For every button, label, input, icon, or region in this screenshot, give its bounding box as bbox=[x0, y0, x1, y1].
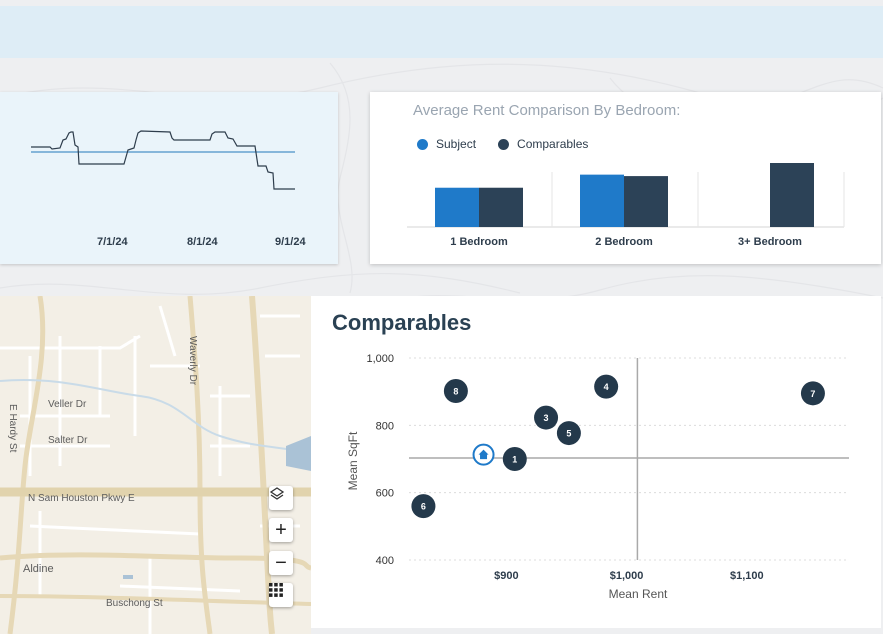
bar-subject[interactable] bbox=[580, 174, 624, 227]
bar-category-label: 3+ Bedroom bbox=[738, 236, 802, 248]
comparable-point-marker bbox=[443, 378, 468, 403]
header-banner bbox=[0, 6, 883, 58]
grid-icon bbox=[269, 583, 283, 597]
comparable-point[interactable]: 7 bbox=[800, 381, 825, 406]
map-label-street: Waverly Dr bbox=[187, 336, 198, 386]
trend-x-tick: 9/1/24 bbox=[275, 236, 306, 248]
bar-chart: 1 Bedroom 2 Bedroom 3+ Bedroom bbox=[407, 163, 845, 248]
legend-item-comparables[interactable]: Comparables bbox=[498, 137, 588, 151]
bar-comparables[interactable] bbox=[479, 187, 523, 227]
bar-comparables[interactable] bbox=[770, 163, 814, 227]
comparable-point[interactable]: 5 bbox=[556, 421, 581, 446]
x-axis-label: Mean Rent bbox=[609, 587, 668, 601]
comparable-point[interactable]: 3 bbox=[534, 405, 559, 430]
zoom-out-button[interactable]: − bbox=[269, 551, 293, 575]
bar-category-label: 1 Bedroom bbox=[450, 236, 508, 248]
bar-chart-title: Average Rent Comparison By Bedroom: bbox=[413, 102, 681, 119]
map-label-street: Veller Dr bbox=[48, 399, 87, 410]
subject-marker[interactable] bbox=[472, 443, 495, 466]
comparable-point[interactable]: 8 bbox=[443, 378, 468, 403]
bar-category-label: 2 Bedroom bbox=[595, 236, 653, 248]
comparable-point-marker bbox=[800, 381, 825, 406]
comparable-point-label: 3 bbox=[544, 413, 549, 423]
map-label-area: Aldine bbox=[23, 563, 54, 575]
comparable-point-marker bbox=[556, 421, 581, 446]
trend-x-tick: 8/1/24 bbox=[187, 236, 218, 248]
legend-label: Subject bbox=[436, 137, 477, 151]
comparable-point[interactable]: 1 bbox=[502, 447, 527, 471]
comparable-point[interactable]: 4 bbox=[594, 374, 619, 399]
trend-x-tick: 7/1/24 bbox=[97, 236, 128, 248]
y-tick-label: 800 bbox=[376, 420, 394, 432]
home-icon bbox=[478, 449, 489, 460]
layers-icon bbox=[269, 487, 285, 500]
map-label-street: Salter Dr bbox=[48, 435, 88, 446]
comparable-point-label: 8 bbox=[453, 386, 458, 396]
layers-button[interactable] bbox=[269, 486, 293, 510]
grid-button[interactable] bbox=[269, 583, 293, 607]
legend-dot bbox=[498, 138, 510, 150]
x-tick-label: $1,000 bbox=[610, 570, 644, 582]
y-tick-label: 400 bbox=[376, 555, 394, 567]
comparable-point[interactable]: 6 bbox=[411, 494, 436, 519]
legend-dot bbox=[417, 138, 428, 150]
comparable-point-label: 5 bbox=[566, 429, 571, 439]
rent-trend-card: 7/1/24 8/1/24 9/1/24 bbox=[0, 92, 338, 264]
y-tick-label: 600 bbox=[376, 488, 394, 500]
comparable-point-label: 4 bbox=[604, 382, 609, 392]
comparables-title: Comparables bbox=[332, 310, 472, 335]
y-tick-label: 1,000 bbox=[366, 353, 394, 365]
legend-label: Comparables bbox=[517, 137, 589, 151]
comparable-point-marker bbox=[594, 374, 619, 399]
map-label-street: Buschong St bbox=[106, 598, 163, 609]
plus-icon: + bbox=[275, 518, 287, 541]
bar-subject[interactable] bbox=[435, 187, 479, 227]
map-label-street: N Sam Houston Pkwy E bbox=[28, 493, 135, 504]
x-tick-label: $900 bbox=[494, 570, 518, 582]
comparables-scatter-chart: 400 600 800 1,000 $900 $1,000 $1,100 Mean Rent M… bbox=[346, 353, 849, 601]
legend-item-subject[interactable]: Subject bbox=[417, 137, 476, 151]
y-axis-label: Mean SqFt bbox=[346, 431, 360, 490]
trend-line bbox=[31, 130, 295, 190]
comparable-point-label: 7 bbox=[810, 389, 815, 399]
minus-icon: − bbox=[275, 551, 287, 574]
bar-chart-legend: Subject Comparables bbox=[417, 137, 610, 151]
comparable-point-marker bbox=[502, 447, 527, 471]
rent-comparison-card: Average Rent Comparison By Bedroom: Subj… bbox=[370, 92, 881, 264]
comparables-card: Comparables 400 600 800 1,000 $900 $1,000 $1,1… bbox=[311, 296, 881, 628]
bar-comparables[interactable] bbox=[624, 176, 668, 227]
map-view[interactable]: Waverly Dr Veller Dr E Hardy St Salter D… bbox=[0, 296, 311, 634]
zoom-in-button[interactable]: + bbox=[269, 518, 293, 542]
x-tick-label: $1,100 bbox=[730, 570, 764, 582]
comparable-point-label: 1 bbox=[512, 455, 517, 465]
rent-trend-chart bbox=[31, 130, 295, 190]
map-label-street: E Hardy St bbox=[7, 404, 18, 453]
comparable-point-marker bbox=[534, 405, 559, 430]
comparable-point-marker bbox=[411, 494, 436, 519]
comparable-point-label: 6 bbox=[421, 502, 426, 512]
map-canvas bbox=[0, 296, 311, 634]
